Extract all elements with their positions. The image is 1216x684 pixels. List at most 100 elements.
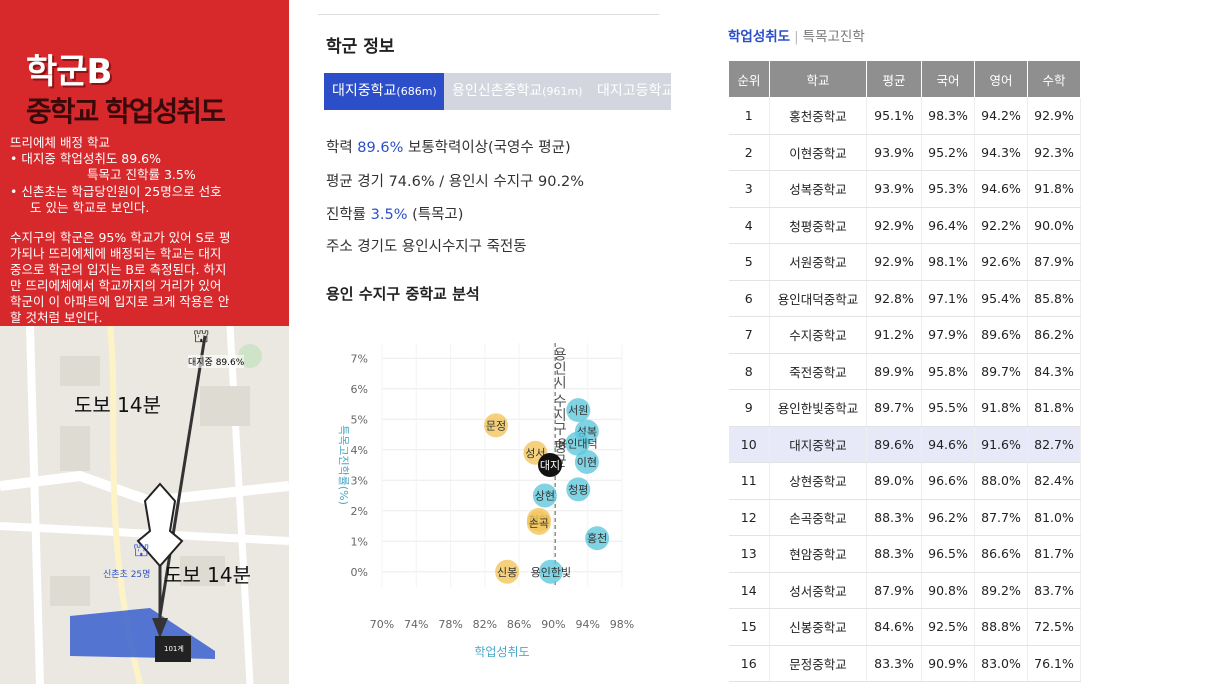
summary-panel — [0, 0, 289, 326]
table-cell: 96.6% — [921, 462, 975, 500]
x-tick-label: 86% — [507, 618, 531, 631]
scatter-point[interactable] — [565, 431, 590, 456]
y-axis-title: 특목고진학률(%) — [337, 425, 350, 505]
table-cell: 95.5% — [921, 389, 975, 427]
bullet-elementary-2: 도 있는 학교로 보인다. — [30, 200, 150, 215]
table-cell: 92.3% — [1027, 134, 1081, 171]
y-tick-label: 0% — [351, 566, 368, 579]
table-row[interactable]: 5 서원중학교 92.9% 98.1% 92.6% 87.9% — [728, 243, 1081, 281]
table-cell: 92.9% — [866, 207, 922, 244]
ranking-tabs: 학업성취도 | 특목고진학 — [728, 25, 865, 45]
table-cell: 91.8% — [1027, 170, 1081, 208]
table-cell: 85.8% — [1027, 280, 1081, 317]
ranking-table: 순위 학교 평균 국어 영어 수학 1 홍천중학교 95.1% 98.3% 94.2% 92.9% 2… — [728, 60, 1081, 682]
table-cell: 92.2% — [974, 207, 1028, 244]
table-cell: 92.5% — [921, 608, 975, 646]
table-cell: 11 — [728, 462, 770, 500]
x-axis-title: 학업성취도 — [474, 645, 529, 659]
table-cell: 87.9% — [1027, 243, 1081, 281]
tab-daeji-middle[interactable]: 대지중학교(686m) — [324, 73, 454, 110]
advancement-desc: (특목고) — [412, 207, 464, 223]
tab-label: 용인신촌중학교 — [452, 83, 543, 99]
table-cell: 성서중학교 — [769, 572, 867, 609]
point-label: 손곡 — [529, 517, 549, 530]
tab-special-high[interactable]: 특목고진학 — [802, 29, 865, 45]
table-cell: 96.2% — [921, 499, 975, 536]
scatter-point[interactable] — [585, 526, 610, 551]
x-tick-label: 78% — [438, 618, 462, 631]
tab-daeji-high[interactable]: 대지고등학교 — [589, 73, 671, 110]
column-header: 평균 — [866, 60, 922, 98]
y-tick-label: 6% — [351, 383, 368, 396]
table-cell: 손곡중학교 — [769, 499, 867, 536]
table-cell: 95.3% — [921, 170, 975, 208]
table-cell: 87.9% — [866, 572, 922, 609]
reference-line-label: 용인시 수지구 평균 — [551, 347, 567, 468]
grade-title: 학군B — [26, 52, 112, 92]
table-row[interactable]: 10 대지중학교 89.6% 94.6% 91.6% 82.7% — [728, 426, 1081, 463]
table-cell: 91.2% — [866, 316, 922, 354]
table-cell: 90.8% — [921, 572, 975, 609]
table-cell: 10 — [728, 426, 770, 463]
table-row[interactable]: 13 현암중학교 88.3% 96.5% 86.6% 81.7% — [728, 535, 1081, 573]
table-row[interactable]: 4 청평중학교 92.9% 96.4% 92.2% 90.0% — [728, 207, 1081, 244]
table-cell: 87.7% — [974, 499, 1028, 536]
scatter-point[interactable] — [526, 510, 551, 535]
chart-axis-labels: 0% 1% 2% 3% 4% 5% 6% 7% 70% 74% 78% 82% 86% 90% 94% 98%… — [337, 352, 634, 659]
table-cell: 1 — [728, 97, 770, 135]
map[interactable]: ⛫ 대지중 89.6% 도보 14분 ⛫ 신촌초 25명 도보 14분 101계 — [0, 326, 289, 684]
tab-achievement[interactable]: 학업성취도 — [728, 29, 791, 45]
scatter-point[interactable] — [538, 559, 563, 584]
table-row[interactable]: 16 문정중학교 83.3% 90.9% 83.0% 76.1% — [728, 645, 1081, 682]
table-cell: 청평중학교 — [769, 207, 867, 244]
table-row[interactable]: 8 죽전중학교 89.9% 95.8% 89.7% 84.3% — [728, 353, 1081, 390]
table-cell: 94.2% — [974, 97, 1028, 135]
subtitle: 중학교 학업성취도 — [26, 95, 226, 128]
point-label: 홍천 — [587, 531, 607, 545]
table-row[interactable]: 14 성서중학교 87.9% 90.8% 89.2% 83.7% — [728, 572, 1081, 609]
table-cell: 95.2% — [921, 134, 975, 171]
table-row[interactable]: 7 수지중학교 91.2% 97.9% 89.6% 86.2% — [728, 316, 1081, 354]
tab-distance: (686m) — [396, 85, 437, 98]
table-cell: 92.8% — [866, 280, 922, 317]
table-row[interactable]: 1 홍천중학교 95.1% 98.3% 94.2% 92.9% — [728, 97, 1081, 135]
point-label: 용인대덕 — [557, 438, 597, 451]
table-cell: 72.5% — [1027, 608, 1081, 646]
para-line-6: 할 것처럼 보인다. — [10, 310, 103, 325]
tab-sinchon-middle[interactable]: 용인신촌중학교(961m) — [444, 73, 598, 110]
walk-time-bottom: 도보 14분 — [164, 563, 252, 587]
column-header: 학교 — [769, 60, 867, 98]
table-cell: 14 — [728, 572, 770, 609]
table-cell: 89.6% — [974, 316, 1028, 354]
scatter-point[interactable] — [566, 477, 591, 502]
table-cell: 88.8% — [974, 608, 1028, 646]
scatter-point[interactable] — [484, 413, 508, 438]
scatter-point[interactable] — [538, 453, 562, 477]
table-row[interactable]: 11 상현중학교 89.0% 96.6% 88.0% 82.4% — [728, 462, 1081, 500]
table-cell: 문정중학교 — [769, 645, 867, 682]
table-cell: 92.9% — [866, 243, 922, 281]
scatter-point[interactable] — [532, 483, 557, 508]
bullet-elementary: • 신촌초는 학급당인원이 25명으로 선호 — [10, 184, 222, 199]
table-cell: 83.0% — [974, 645, 1028, 682]
assign-heading: 뜨리에체 배정 학교 — [10, 135, 110, 150]
table-cell: 86.6% — [974, 535, 1028, 573]
table-cell: 대지중학교 — [769, 426, 867, 463]
table-header-row: 순위 학교 평균 국어 영어 수학 — [728, 60, 1081, 98]
table-row[interactable]: 3 성복중학교 93.9% 95.3% 94.6% 91.8% — [728, 170, 1081, 208]
table-cell: 89.6% — [866, 426, 922, 463]
table-cell: 89.9% — [866, 353, 922, 390]
table-row[interactable]: 2 이현중학교 93.9% 95.2% 94.3% 92.3% — [728, 134, 1081, 171]
table-cell: 89.2% — [974, 572, 1028, 609]
table-row[interactable]: 15 신봉중학교 84.6% 92.5% 88.8% 72.5% — [728, 608, 1081, 646]
table-row[interactable]: 12 손곡중학교 88.3% 96.2% 87.7% 81.0% — [728, 499, 1081, 536]
scatter-point[interactable] — [495, 559, 520, 584]
table-cell: 98.3% — [921, 97, 975, 135]
school-info-heading: 학군 정보 — [326, 37, 395, 57]
achievement-desc: 보통학력이상(국영수 평균) — [407, 140, 571, 156]
scatter-point[interactable] — [566, 398, 591, 423]
table-row[interactable]: 9 용인한빛중학교 89.7% 95.5% 91.8% 81.8% — [728, 389, 1081, 427]
analysis-title: 용인 수지구 중학교 분석 — [326, 285, 480, 303]
table-row[interactable]: 6 용인대덕중학교 92.8% 97.1% 95.4% 85.8% — [728, 280, 1081, 317]
scatter-point[interactable] — [574, 449, 599, 474]
